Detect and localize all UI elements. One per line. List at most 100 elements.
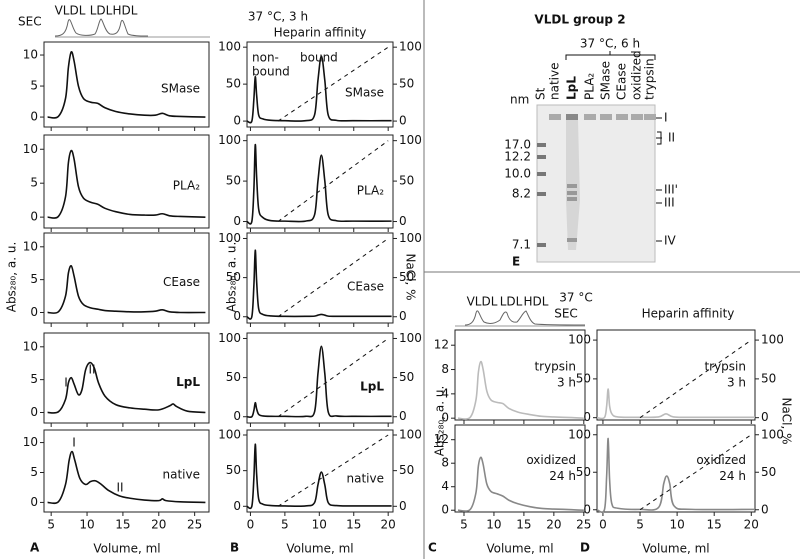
x-tick-label: 10	[669, 518, 684, 532]
gel-band	[567, 184, 577, 188]
gel-marker-label: 12.2	[504, 150, 531, 164]
y-tick-label: 0	[233, 309, 241, 323]
panel-label: SMase	[161, 81, 200, 95]
trace	[47, 50, 206, 119]
y2-tick-label: 50	[399, 463, 414, 477]
plot-frame	[596, 424, 756, 513]
plot-frame	[454, 424, 586, 513]
annotation: bound	[252, 65, 290, 79]
y-tick-label: 0	[233, 409, 241, 423]
plot-frame	[43, 134, 210, 229]
x-axis-label: Volume, ml	[93, 542, 160, 556]
y-tick-label: 12	[434, 432, 449, 446]
panel-label: trypsin	[534, 360, 576, 374]
y-tick-label: 0	[30, 495, 38, 509]
annotation: II	[116, 481, 123, 495]
y2-tick-label: 100	[399, 40, 422, 54]
plot-frame	[596, 329, 756, 421]
panel-letter: A	[30, 541, 40, 555]
gel-band	[549, 114, 561, 120]
y2-tick-label: 100	[761, 333, 784, 347]
y2-tick-label: 100	[761, 427, 784, 441]
y-tick-label: 0	[583, 502, 591, 516]
gradient-line	[277, 140, 389, 222]
x-tick-label: 10	[79, 518, 94, 532]
y2-tick-label: 100	[399, 331, 422, 345]
x-tick-label: 15	[707, 518, 722, 532]
panel-label: oxidized	[696, 453, 746, 467]
gel-lane-label: St	[534, 87, 548, 100]
panel-letter: D	[580, 541, 590, 555]
y-axis-label: Abs₂₈₀, a. u.	[225, 242, 239, 313]
x-tick-label: 20	[381, 518, 396, 532]
y-tick-label: 8	[441, 456, 449, 470]
y2-tick-label: 50	[761, 371, 776, 385]
y-tick-label: 10	[23, 48, 38, 62]
y-axis-label: Abs₂₈₀, a. u.	[5, 242, 19, 313]
trace	[246, 55, 392, 124]
annotation: I	[72, 436, 76, 450]
y-tick-label: 0	[30, 210, 38, 224]
y-tick-label: 100	[218, 331, 241, 345]
sec-peak-label: HDL	[113, 4, 138, 18]
x-axis-label: Volume, ml	[642, 542, 709, 556]
gel-marker-label: 8.2	[512, 187, 531, 201]
y-tick-label: 10	[23, 239, 38, 253]
gel-lane-label: trypsin	[643, 58, 657, 100]
x-axis-label: Volume, ml	[486, 542, 553, 556]
gradient-line	[277, 338, 389, 418]
y-tick-label: 50	[226, 270, 241, 284]
x-tick-label: 10	[486, 518, 501, 532]
gel-band-label: III'	[664, 183, 678, 197]
x-tick-label: 15	[516, 518, 531, 532]
condition-label: 37 °C, 3 h	[248, 10, 308, 24]
y-tick-label: 50	[226, 463, 241, 477]
y-tick-label: 4	[441, 479, 449, 493]
gel-band	[600, 114, 612, 120]
gradient-line	[277, 46, 389, 122]
y2-tick-label: 0	[399, 309, 407, 323]
y-tick-label: 10	[23, 142, 38, 156]
y2-tick-label: 50	[399, 270, 414, 284]
gel-band	[567, 191, 577, 195]
y2-tick-label: 100	[399, 133, 422, 147]
gel-band	[567, 238, 577, 242]
gel-lane-label: LpL	[565, 76, 579, 100]
y-tick-label: 4	[441, 386, 449, 400]
gel-marker-band	[537, 243, 546, 247]
x-tick-label: 25	[576, 518, 591, 532]
y-tick-label: 5	[30, 176, 38, 190]
trace	[246, 443, 392, 510]
panel-label: native	[347, 472, 384, 486]
trace	[457, 360, 584, 420]
gel-band	[566, 114, 578, 120]
gel-size-unit: nm	[510, 93, 529, 107]
gel-bracket	[657, 131, 662, 145]
y-tick-label: 0	[30, 405, 38, 419]
y-tick-label: 0	[30, 110, 38, 124]
trace	[246, 345, 392, 418]
x-tick-label: 0	[247, 518, 255, 532]
trace	[47, 149, 206, 219]
trace	[47, 264, 206, 315]
y2-tick-label: 50	[399, 77, 414, 91]
sec-peak-label: HDL	[524, 295, 549, 309]
y-tick-label: 100	[218, 427, 241, 441]
gel-marker-band	[537, 172, 546, 176]
plot-frame	[43, 232, 210, 324]
gel-band	[616, 114, 628, 120]
y-tick-label: 5	[30, 272, 38, 286]
trace	[246, 143, 392, 225]
annotation: non-	[252, 51, 279, 65]
gel-band-label: I	[664, 111, 668, 125]
y-tick-label: 0	[233, 214, 241, 228]
plot-frame	[43, 332, 210, 424]
y-tick-label: 12	[434, 338, 449, 352]
gel-lane-label: CEase	[615, 63, 629, 100]
sec-peak-label: LDL	[500, 295, 523, 309]
gel-marker-label: 7.1	[512, 238, 531, 252]
gel-title: VLDL group 2	[534, 13, 625, 27]
y-tick-label: 50	[226, 174, 241, 188]
heparin-title: Heparin affinity	[274, 26, 367, 40]
